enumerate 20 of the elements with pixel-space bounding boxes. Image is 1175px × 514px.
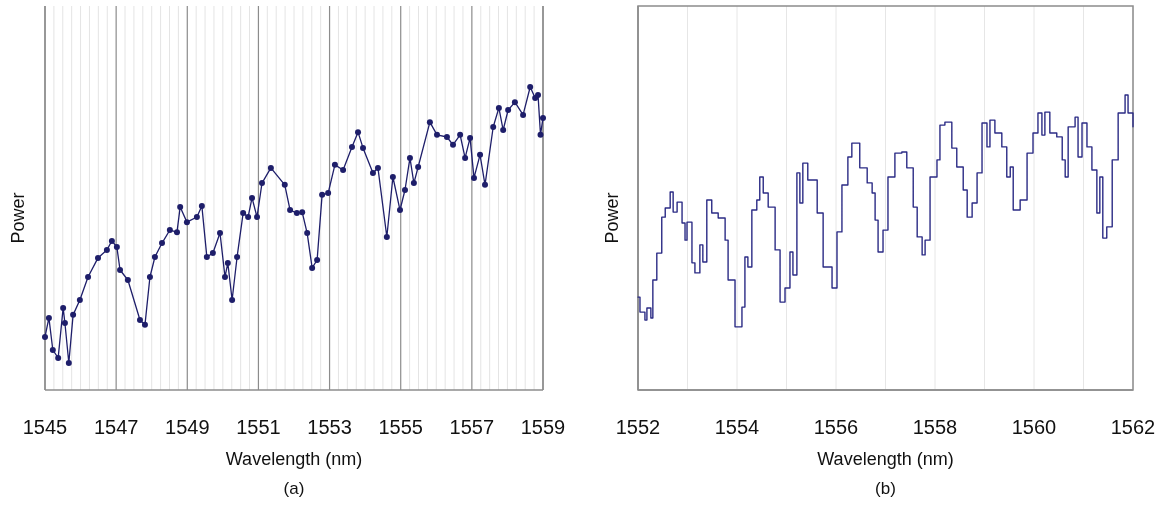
x-tick-label: 1559 [520,416,566,438]
y-axis-title: Power [8,192,28,244]
y-axis-title: Power [602,192,622,244]
x-tick-label: 1556 [813,416,859,438]
x-tick-label: 1555 [378,416,423,438]
x-tick-label: 1552 [615,416,661,438]
x-axis-title: Wavelength (nm) [817,449,954,469]
x-tick-label: 1557 [449,416,495,438]
x-axis-title: Wavelength (nm) [225,449,363,469]
text: (b) [875,479,896,498]
text: (a) [283,479,305,498]
x-tick-label: 1553 [307,416,352,438]
x-tick-label: 1547 [93,416,139,438]
x-tick-label: 1560 [1011,416,1057,438]
x-tick-label: 1549 [165,416,210,438]
x-tick-label: 1545 [22,416,68,438]
x-tick-label: 1551 [236,416,281,438]
x-tick-label: 1558 [912,416,958,438]
x-tick-label: 1562 [1110,416,1156,438]
x-tick-label: 1554 [714,416,760,438]
